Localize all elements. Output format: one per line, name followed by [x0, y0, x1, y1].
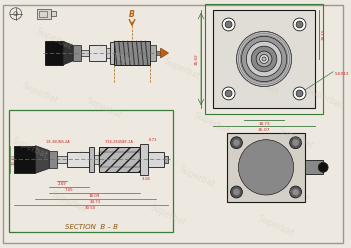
- Circle shape: [248, 150, 284, 185]
- Text: 10.33: 10.33: [12, 154, 16, 165]
- Text: Superbat: Superbat: [242, 71, 280, 96]
- Circle shape: [263, 164, 269, 170]
- Bar: [106, 48, 110, 58]
- Bar: [205, 4, 323, 114]
- Bar: [73, 45, 81, 61]
- Polygon shape: [63, 41, 73, 65]
- Text: Superbat: Superbat: [178, 165, 217, 189]
- Bar: [38, 9, 51, 19]
- Circle shape: [256, 51, 272, 67]
- Circle shape: [222, 18, 235, 31]
- Circle shape: [231, 186, 243, 198]
- Text: 5.6X13: 5.6X13: [335, 72, 350, 76]
- Text: Superbat: Superbat: [163, 57, 201, 81]
- Circle shape: [292, 188, 299, 195]
- Circle shape: [256, 157, 276, 177]
- Text: Superbat: Superbat: [276, 125, 315, 150]
- Text: SECTION  B – B: SECTION B – B: [65, 224, 118, 230]
- Bar: [148, 152, 164, 167]
- Circle shape: [290, 186, 302, 198]
- Text: 3.18: 3.18: [141, 177, 150, 181]
- Text: Superbat: Superbat: [148, 202, 187, 227]
- Text: 35.07: 35.07: [258, 128, 270, 132]
- Bar: [39, 11, 47, 17]
- Circle shape: [225, 90, 232, 97]
- Text: 2.69: 2.69: [58, 182, 66, 186]
- Circle shape: [225, 21, 232, 28]
- Circle shape: [233, 188, 240, 195]
- Circle shape: [237, 31, 292, 87]
- Text: Superbat: Superbat: [84, 96, 123, 121]
- Text: Superbat: Superbat: [257, 214, 295, 239]
- Text: Superbat: Superbat: [74, 150, 113, 175]
- Bar: [227, 133, 305, 202]
- Bar: [67, 152, 89, 167]
- Text: 7/16-28UNEF-2A: 7/16-28UNEF-2A: [105, 140, 134, 144]
- Bar: [57, 156, 67, 163]
- Circle shape: [292, 139, 299, 146]
- Bar: [114, 41, 150, 65]
- Text: Superbat: Superbat: [35, 27, 74, 52]
- Bar: [213, 10, 315, 108]
- Text: Superbat: Superbat: [10, 135, 49, 160]
- Circle shape: [222, 87, 235, 100]
- Bar: [51, 11, 56, 16]
- Bar: [89, 147, 94, 172]
- Bar: [150, 45, 156, 61]
- Text: Superbat: Superbat: [49, 190, 88, 214]
- Text: 6.71: 6.71: [148, 138, 157, 142]
- Circle shape: [251, 46, 277, 72]
- Bar: [81, 50, 89, 56]
- Circle shape: [262, 57, 266, 61]
- Circle shape: [290, 137, 302, 149]
- Circle shape: [260, 161, 272, 173]
- Circle shape: [241, 143, 291, 192]
- Text: 18.09: 18.09: [89, 194, 100, 198]
- Text: 18.73: 18.73: [258, 122, 270, 126]
- Circle shape: [260, 55, 269, 63]
- Circle shape: [293, 87, 306, 100]
- Bar: [99, 152, 140, 167]
- Circle shape: [296, 21, 303, 28]
- Circle shape: [241, 36, 287, 82]
- Circle shape: [318, 162, 328, 172]
- Text: 24.73: 24.73: [90, 200, 101, 204]
- Bar: [9, 110, 173, 232]
- Text: 1/4-36UNS-2A: 1/4-36UNS-2A: [46, 140, 71, 144]
- Polygon shape: [161, 48, 168, 58]
- Bar: [99, 147, 140, 172]
- Text: Superbat: Superbat: [94, 42, 133, 66]
- Bar: [94, 155, 99, 164]
- Bar: [110, 42, 114, 64]
- Text: 30.50: 30.50: [85, 206, 96, 210]
- Text: Superbat: Superbat: [192, 111, 231, 135]
- Circle shape: [231, 137, 243, 149]
- Circle shape: [252, 154, 280, 181]
- Bar: [49, 151, 57, 168]
- Text: Superbat: Superbat: [20, 81, 59, 106]
- Bar: [89, 45, 106, 61]
- Text: 18.15: 18.15: [321, 29, 325, 40]
- Bar: [164, 155, 168, 163]
- Text: B: B: [129, 10, 135, 19]
- Text: 7.05: 7.05: [65, 188, 73, 192]
- Circle shape: [293, 18, 306, 31]
- Polygon shape: [35, 146, 49, 173]
- Bar: [45, 41, 63, 65]
- Circle shape: [233, 139, 240, 146]
- Text: Superbat: Superbat: [306, 86, 344, 111]
- Bar: [14, 146, 35, 173]
- Circle shape: [296, 90, 303, 97]
- Circle shape: [244, 146, 288, 189]
- Circle shape: [246, 41, 282, 77]
- Text: Superbat: Superbat: [271, 180, 310, 204]
- Bar: [305, 160, 323, 174]
- Circle shape: [238, 140, 294, 195]
- Bar: [140, 144, 148, 175]
- Text: 35.02: 35.02: [195, 53, 199, 65]
- Bar: [156, 51, 161, 55]
